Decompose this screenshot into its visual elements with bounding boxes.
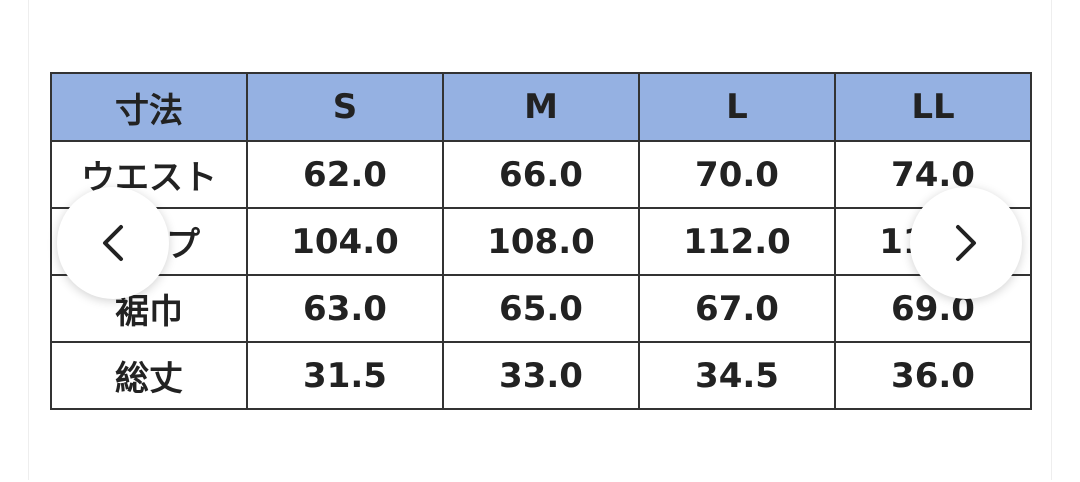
header-cell: 寸法 — [50, 72, 248, 142]
cell: 66.0 — [442, 140, 640, 209]
table-row: 裾巾 63.0 65.0 67.0 69.0 — [50, 274, 1032, 343]
header-cell: LL — [834, 72, 1032, 142]
cell: 36.0 — [834, 341, 1032, 410]
cell: 70.0 — [638, 140, 836, 209]
cell: 62.0 — [246, 140, 444, 209]
cell: 33.0 — [442, 341, 640, 410]
header-row: 寸法 S M L LL — [50, 72, 1032, 142]
table-row: 総丈 31.5 33.0 34.5 36.0 — [50, 341, 1032, 410]
header-cell: S — [246, 72, 444, 142]
cell: 34.5 — [638, 341, 836, 410]
cell: 108.0 — [442, 207, 640, 276]
table-row: ウエスト 62.0 66.0 70.0 74.0 — [50, 140, 1032, 209]
cell: 112.0 — [638, 207, 836, 276]
cell: 31.5 — [246, 341, 444, 410]
cell: 63.0 — [246, 274, 444, 343]
header-cell: M — [442, 72, 640, 142]
cell: 65.0 — [442, 274, 640, 343]
prev-icon — [103, 225, 123, 261]
row-label: ウエスト — [50, 140, 248, 209]
header-cell: L — [638, 72, 836, 142]
next-icon — [956, 225, 976, 261]
image-frame — [28, 0, 1052, 480]
cell: 104.0 — [246, 207, 444, 276]
cell: 67.0 — [638, 274, 836, 343]
next-button[interactable] — [910, 187, 1022, 299]
prev-button[interactable] — [57, 187, 169, 299]
row-label: 総丈 — [50, 341, 248, 410]
